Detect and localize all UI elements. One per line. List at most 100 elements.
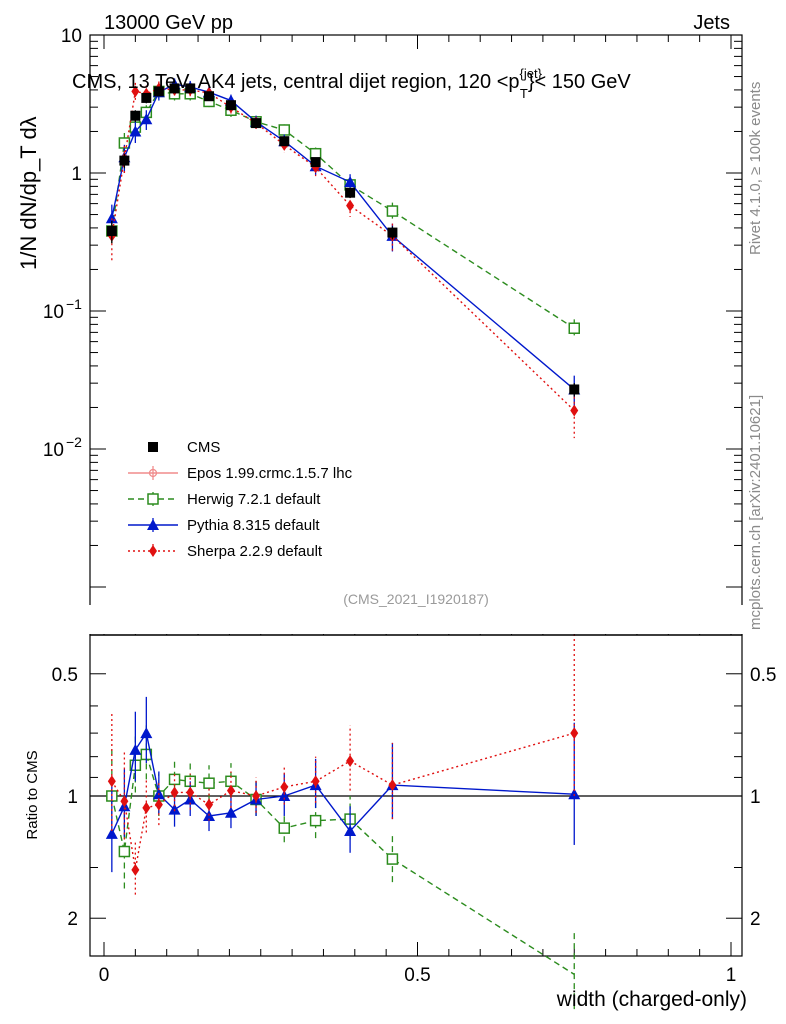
- plot-title-main: CMS, 13 TeV, AK4 jets, central dijet reg…: [72, 71, 520, 93]
- y-tick-label-main-0: 10: [43, 440, 64, 461]
- y-axis-label-main-text: 1/N dN/dp_T dλ: [16, 116, 41, 270]
- plot-title: CMS, 13 TeV, AK4 jets, central dijet reg…: [72, 66, 631, 101]
- main-sherpa-point-14: [570, 404, 579, 417]
- plot-title-sub: T: [520, 86, 528, 101]
- legend-label-pythia: Pythia 8.315 default: [187, 517, 320, 534]
- x-axis-label: width (charged-only): [556, 988, 747, 1011]
- mcplots-credit: mcplots.cern.ch [arXiv:2401.10621]: [747, 395, 764, 630]
- main-cms-point-14: [569, 384, 580, 395]
- y-tick-label-ratio-right-2: 2: [750, 909, 761, 930]
- ratio-herwig-point-7: [203, 777, 215, 789]
- main-cms-point-1: [119, 155, 130, 166]
- x-tick-label-2: 1: [726, 965, 737, 986]
- main-pythia: [105, 78, 581, 408]
- y-tick-label-ratio-2: 2: [67, 909, 78, 930]
- main-cms-point-12: [345, 187, 356, 198]
- main-cms-point-0: [106, 225, 117, 236]
- x-tick-label-1: 0.5: [404, 965, 430, 986]
- legend-marker-pythia: [147, 519, 159, 530]
- ratio-herwig-point-1: [118, 845, 131, 858]
- ratio-sherpa-point-11: [311, 775, 320, 788]
- ratio-sherpa-point-7: [205, 798, 214, 811]
- y-tick-label-ratio-right-1: 1: [750, 787, 761, 808]
- ratio-sherpa-point-9: [252, 790, 261, 802]
- y-tick-label-ratio-0: 0.5: [52, 665, 78, 686]
- main-cms-point-8: [225, 100, 236, 111]
- legend-marker-epos: [148, 468, 158, 478]
- ratio-sherpa-point-10: [280, 780, 289, 793]
- ratio-sherpa-point-4: [154, 798, 163, 811]
- ratio-herwig: [106, 725, 575, 1010]
- ratio-clip-mask: [88, 605, 744, 634]
- main-pythia-point-3: [140, 113, 153, 125]
- y-tick-label-ratio-right-0: 0.5: [750, 665, 776, 686]
- ratio-pythia-point-2: [129, 743, 142, 755]
- ratio-pythia-point-14: [568, 788, 581, 800]
- ratio-sherpa-point-2: [131, 863, 140, 876]
- main-sherpa-line: [111, 87, 575, 412]
- legend-label-herwig: Herwig 7.2.1 default: [187, 491, 321, 508]
- main-cms: [106, 83, 580, 397]
- ratio-sherpa-point-1: [120, 795, 129, 808]
- main-cms-point-4: [153, 86, 164, 97]
- ratio-sherpa-point-6: [186, 786, 195, 799]
- legend-marker-sherpa: [149, 545, 157, 557]
- main-cms-point-3: [141, 92, 152, 103]
- rivet-version: Rivet 4.1.0, ≥ 100k events: [747, 82, 764, 255]
- y-tick-label-main-1: 10: [43, 302, 64, 323]
- y-tick-label-ratio-1: 1: [67, 787, 78, 808]
- ratio-pythia-point-0: [105, 827, 118, 839]
- ratio-herwig-point-10: [278, 822, 291, 834]
- legend-label-epos: Epos 1.99.crmc.1.5.7 lhc: [187, 465, 353, 482]
- main-herwig-line: [111, 90, 575, 329]
- main-sherpa-point-12: [346, 199, 355, 212]
- main-herwig-point-10: [278, 124, 291, 136]
- main-pythia-point-12: [344, 176, 357, 188]
- legend-marker-cms: [148, 442, 158, 452]
- main-cms-point-6: [185, 83, 196, 94]
- plot-title-sup: {jet}: [520, 66, 543, 81]
- ratio-sherpa-point-5: [170, 786, 179, 799]
- y-tick-exponent-1: −1: [66, 296, 82, 312]
- ratio-pythia-point-5: [168, 803, 181, 815]
- watermark: (CMS_2021_I1920187): [343, 591, 489, 607]
- header-left: 13000 GeV pp: [104, 12, 233, 34]
- header-right: Jets: [693, 12, 730, 34]
- y-axis-label-ratio: Ratio to CMS: [24, 750, 41, 839]
- main-herwig-point-14: [568, 322, 580, 334]
- ratio-sherpa-point-13: [388, 779, 397, 792]
- main-pythia-point-2: [129, 125, 142, 137]
- x-tick-label-0: 0: [99, 965, 110, 986]
- ratio-pythia-point-10: [278, 790, 291, 801]
- y-tick-exponent-0: −2: [66, 434, 82, 450]
- y-tick-label-main-3: 10: [61, 26, 82, 47]
- legend-label-cms: CMS: [187, 439, 220, 456]
- ratio-pythia-point-3: [140, 727, 153, 739]
- main-cms-point-2: [130, 110, 141, 121]
- ratio-sherpa-point-3: [142, 801, 151, 814]
- legend-marker-herwig: [147, 493, 159, 505]
- ratio-sherpa: [107, 634, 579, 895]
- data-series: [88, 78, 744, 1010]
- ratio-herwig-line: [111, 753, 575, 975]
- main-cms-point-7: [204, 91, 215, 102]
- main-sherpa: [107, 81, 579, 439]
- ratio-sherpa-point-0: [107, 775, 116, 788]
- legend: CMS Epos 1.99.crmc.1.5.7 lhc Herwig 7.2.1 …: [128, 439, 353, 560]
- ratio-sherpa-point-12: [346, 755, 355, 768]
- legend-label-sherpa: Sherpa 2.2.9 default: [187, 543, 323, 560]
- ratio-sherpa-line: [111, 732, 575, 870]
- main-herwig: [106, 84, 580, 339]
- main-cms-point-9: [251, 118, 262, 129]
- y-tick-label-main-2: 1: [71, 164, 82, 185]
- ratio-sherpa-point-8: [226, 784, 235, 797]
- main-cms-point-5: [169, 83, 180, 94]
- main-cms-point-10: [279, 136, 290, 147]
- ratio-pythia-point-8: [224, 806, 237, 818]
- y-axis-label-main: 1/N dN/dp_T dλ: [16, 116, 41, 270]
- ratio-herwig-point-11: [309, 814, 322, 827]
- main-herwig-point-13: [386, 205, 399, 217]
- main-cms-point-11: [310, 157, 321, 168]
